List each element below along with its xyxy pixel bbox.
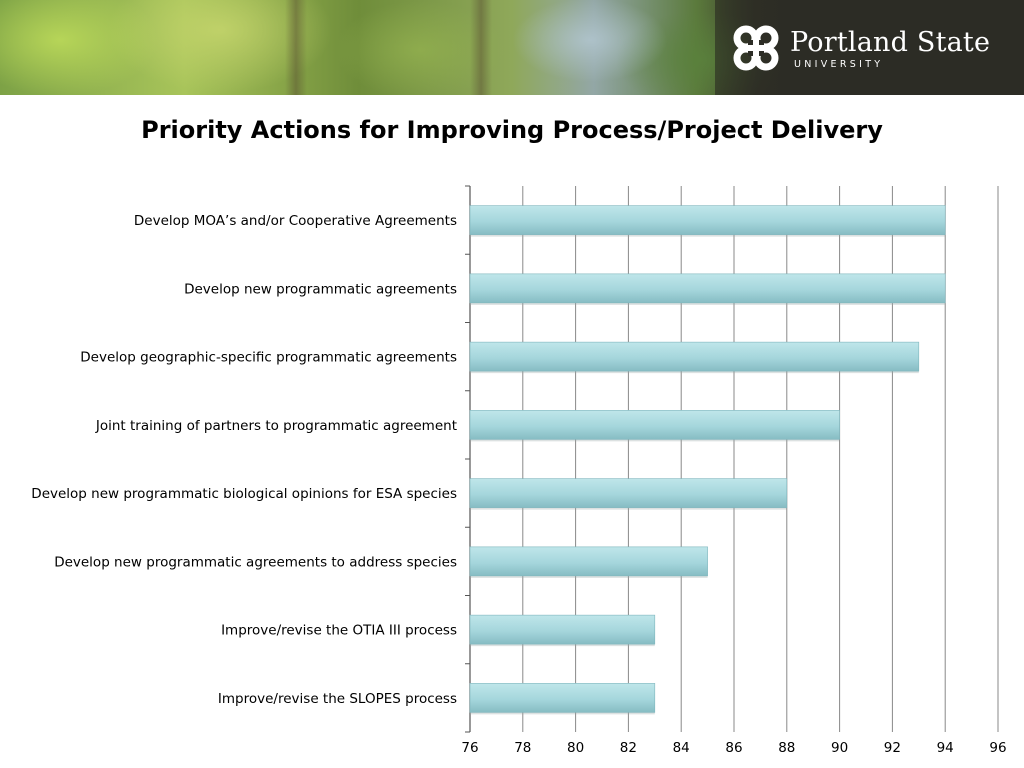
psu-logo-mark-icon [733,25,779,71]
category-label: Develop geographic-specific programmatic… [80,350,457,366]
category-label: Develop new programmatic agreements to a… [54,554,457,570]
category-label: Develop new programmatic biological opin… [31,486,457,502]
bar-3 [469,341,920,372]
bar-5 [469,478,788,508]
header-banner: Portland State UNIVERSITY [0,0,1024,95]
x-tick-label: 90 [831,740,848,756]
chart-title: Priority Actions for Improving Process/P… [141,116,883,144]
x-tick-label: 76 [461,740,478,756]
category-label: Develop MOA’s and/or Cooperative Agreeme… [134,213,457,229]
category-label: Develop new programmatic agreements [184,281,457,297]
category-label: Improve/revise the OTIA III process [221,623,457,639]
x-tick-label: 96 [989,740,1006,756]
bar-2 [469,273,946,304]
x-tick-label: 88 [778,740,795,756]
x-tick-label: 82 [620,740,637,756]
x-tick-label: 94 [937,740,954,756]
gridlines [465,185,999,733]
category-labels: Develop MOA’s and/or Cooperative Agreeme… [31,213,457,707]
logo-subtitle: UNIVERSITY [794,59,884,70]
x-tick-label: 78 [514,740,531,756]
bars [469,205,946,715]
bar-4 [469,410,840,440]
x-tick-label: 80 [567,740,584,756]
x-tick-label: 86 [725,740,742,756]
bar-7 [469,614,656,645]
banner-photo-detail [285,0,307,95]
bar-1 [469,205,946,235]
bar-8 [469,683,656,713]
category-label: Joint training of partners to programmat… [95,418,457,434]
banner-photo-detail [470,0,492,95]
x-tick-label: 92 [884,740,901,756]
category-label: Improve/revise the SLOPES process [218,691,457,707]
x-tick-label: 84 [673,740,690,756]
x-axis-ticks: 76 78 80 82 84 86 88 90 92 94 96 [461,740,1006,756]
bar-6 [469,546,708,577]
logo-name: Portland State [790,27,991,58]
university-logo: Portland State UNIVERSITY [728,20,1008,80]
